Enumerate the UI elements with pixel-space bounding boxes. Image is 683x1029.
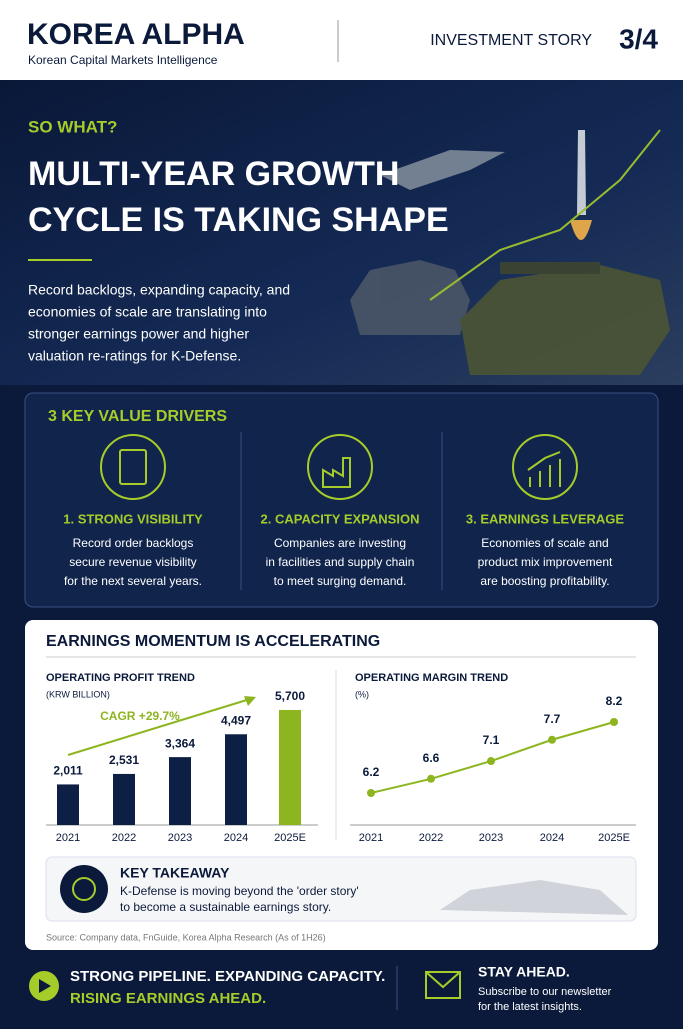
driver-text: product mix improvement bbox=[478, 555, 613, 569]
driver-text: to meet surging demand. bbox=[274, 574, 407, 588]
point bbox=[548, 735, 556, 744]
mail-icon bbox=[425, 971, 461, 989]
driver-text: Economies of scale and bbox=[481, 536, 608, 550]
x-tick-label: 2025E bbox=[274, 832, 306, 844]
x-tick-label: 2021 bbox=[359, 832, 383, 844]
x-tick-label: 2023 bbox=[479, 832, 503, 844]
hero-title: MULTI-YEAR GROWTH bbox=[28, 155, 399, 193]
icon bbox=[100, 434, 578, 500]
value-label: 3,364 bbox=[165, 736, 195, 750]
hero-body: stronger earnings power and higher bbox=[28, 326, 249, 342]
point bbox=[487, 757, 495, 766]
trend-arrow bbox=[67, 698, 251, 756]
value-label: 6.2 bbox=[363, 765, 380, 779]
x-tick-label: 2023 bbox=[168, 832, 192, 844]
x-tick-label: 2025E bbox=[598, 832, 630, 844]
play-icon bbox=[39, 979, 51, 993]
footer-line: STRONG PIPELINE. EXPANDING CAPACITY. bbox=[70, 968, 385, 985]
point bbox=[367, 789, 375, 797]
cta: STAY AHEAD. bbox=[478, 964, 570, 980]
mail-icon bbox=[425, 971, 461, 999]
icon bbox=[72, 877, 96, 901]
trend-arrow bbox=[244, 696, 256, 706]
cta-text: Subscribe to our newsletter bbox=[478, 986, 612, 998]
driver-text: secure revenue visibility bbox=[69, 555, 196, 569]
value-label: 2,531 bbox=[109, 753, 139, 767]
bar bbox=[113, 773, 135, 825]
drivers-box bbox=[24, 392, 659, 608]
point bbox=[427, 774, 435, 783]
hero-illustration bbox=[350, 129, 670, 375]
bar bbox=[57, 784, 79, 825]
value-label: 8.2 bbox=[606, 694, 623, 708]
driver-text: are boosting profitability. bbox=[480, 574, 609, 588]
header-bg bbox=[0, 0, 683, 80]
x-tick-label: 2022 bbox=[112, 832, 136, 844]
driver-text: for the next several years. bbox=[64, 574, 202, 588]
value-label: 6.6 bbox=[423, 751, 440, 765]
x-tick-label: 2024 bbox=[540, 832, 564, 844]
x-tick-label: 2022 bbox=[419, 832, 443, 844]
decor bbox=[440, 880, 628, 915]
chart-subtitle: (KRW BILLION) bbox=[46, 689, 110, 699]
point bbox=[610, 718, 618, 726]
value-label: 7.7 bbox=[544, 712, 561, 726]
bar bbox=[169, 757, 191, 825]
brand: KOREA ALPHA bbox=[27, 18, 245, 51]
takeaway-title: KEY TAKEAWAY bbox=[120, 865, 230, 881]
value-label: 2,011 bbox=[53, 764, 83, 778]
bar bbox=[225, 734, 247, 825]
takeaway-text: to become a sustainable earnings story. bbox=[120, 900, 331, 914]
kicker: SO WHAT? bbox=[28, 117, 117, 136]
hero-body: economies of scale are translating into bbox=[28, 304, 267, 320]
takeaway-text: K-Defense is moving beyond the 'order st… bbox=[120, 884, 359, 898]
driver-text: Companies are investing bbox=[274, 536, 406, 550]
bar bbox=[279, 710, 301, 825]
tagline: Korean Capital Markets Intelligence bbox=[28, 53, 218, 67]
driver-text: Record order backlogs bbox=[73, 536, 194, 550]
chart-title: OPERATING MARGIN TREND bbox=[355, 672, 508, 684]
icon bbox=[60, 865, 108, 913]
cta-text: for the latest insights. bbox=[478, 1001, 582, 1013]
driver-text: in facilities and supply chain bbox=[266, 555, 415, 569]
chart-title: OPERATING PROFIT TREND bbox=[46, 672, 195, 684]
x-tick-label: 2024 bbox=[224, 832, 248, 844]
footer-line: RISING EARNINGS AHEAD. bbox=[70, 990, 266, 1007]
value-label: 5,700 bbox=[275, 689, 305, 703]
source: Source: Company data, FnGuide, Korea Alp… bbox=[46, 932, 326, 942]
driver-name: 2. CAPACITY EXPANSION bbox=[261, 511, 420, 526]
drivers-title: 3 KEY VALUE DRIVERS bbox=[48, 408, 227, 425]
earnings-title: EARNINGS MOMENTUM IS ACCELERATING bbox=[46, 633, 380, 650]
hero-body: Record backlogs, expanding capacity, and bbox=[28, 282, 290, 298]
driver-name: 3. EARNINGS LEVERAGE bbox=[466, 511, 625, 526]
page-number: 3/4 bbox=[619, 23, 658, 54]
annotation: CAGR +29.7% bbox=[100, 709, 180, 723]
value-label: 4,497 bbox=[221, 713, 251, 727]
chart-subtitle: (%) bbox=[355, 689, 369, 699]
section: INVESTMENT STORY bbox=[430, 32, 592, 49]
value-label: 7.1 bbox=[483, 733, 500, 747]
driver-name: 1. STRONG VISIBILITY bbox=[63, 511, 203, 526]
hero-title: CYCLE IS TAKING SHAPE bbox=[28, 201, 449, 239]
x-tick-label: 2021 bbox=[56, 832, 80, 844]
hero-body: valuation re-ratings for K-Defense. bbox=[28, 348, 241, 364]
